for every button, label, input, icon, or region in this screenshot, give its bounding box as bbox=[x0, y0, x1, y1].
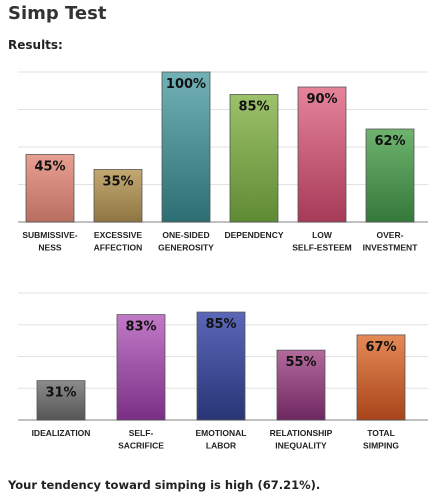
category-label: GENEROSITY bbox=[158, 243, 214, 253]
results-label: Results: bbox=[8, 38, 63, 52]
category-label: SIMPING bbox=[363, 441, 399, 451]
bar bbox=[116, 314, 166, 421]
chart-traits-1: 45% SUBMISSIVE- NESS 35% EXCESSIVE AFFECTION 1… bbox=[18, 71, 428, 253]
category-label: RELATIONSHIP bbox=[270, 428, 333, 438]
category-label: TOTAL bbox=[367, 428, 395, 438]
category-label: IDEALIZATION bbox=[32, 428, 91, 438]
bar bbox=[229, 94, 279, 223]
category-label: SUBMISSIVE- bbox=[22, 230, 77, 240]
bar-data-label: 85% bbox=[238, 100, 269, 115]
category-label: SELF- bbox=[129, 428, 154, 438]
bar bbox=[93, 169, 143, 223]
category-label: INVESTMENT bbox=[363, 243, 419, 253]
bar-data-label: 31% bbox=[45, 386, 76, 401]
category-label: DEPENDENCY bbox=[224, 230, 283, 240]
category-label: SACRIFICE bbox=[118, 441, 164, 451]
category-label: EMOTIONAL bbox=[196, 428, 247, 438]
bar-data-label: 55% bbox=[285, 355, 316, 370]
bar-data-label: 83% bbox=[125, 320, 156, 335]
chart-traits-2: 31% IDEALIZATION 83% SELF- SACRIFICE 85% EMOTI… bbox=[18, 292, 428, 451]
bar bbox=[297, 86, 347, 223]
bar-data-label: 62% bbox=[374, 134, 405, 149]
category-label: OVER- bbox=[377, 230, 404, 240]
category-label: EXCESSIVE bbox=[94, 230, 143, 240]
category-label: LOW bbox=[312, 230, 333, 240]
category-label: LABOR bbox=[206, 441, 236, 451]
bar-data-label: 85% bbox=[205, 317, 236, 332]
bar-data-label: 90% bbox=[306, 92, 337, 107]
bar-data-label: 67% bbox=[365, 340, 396, 355]
bar bbox=[356, 334, 406, 421]
bar-data-label: 100% bbox=[166, 77, 206, 92]
bar bbox=[25, 154, 75, 223]
page-title: Simp Test bbox=[8, 3, 107, 24]
bar bbox=[36, 380, 86, 421]
bar bbox=[161, 71, 211, 223]
category-label: NESS bbox=[38, 243, 61, 253]
bar bbox=[365, 128, 415, 223]
category-label: AFFECTION bbox=[94, 243, 143, 253]
bar bbox=[196, 311, 246, 421]
bar bbox=[276, 349, 326, 421]
category-label: INEQUALITY bbox=[275, 441, 327, 451]
category-label: SELF-ESTEEM bbox=[292, 243, 352, 253]
summary-text: Your tendency toward simping is high (67… bbox=[8, 478, 321, 492]
bar-data-label: 45% bbox=[34, 160, 65, 175]
category-label: ONE-SIDED bbox=[162, 230, 209, 240]
bar-data-label: 35% bbox=[102, 175, 133, 190]
